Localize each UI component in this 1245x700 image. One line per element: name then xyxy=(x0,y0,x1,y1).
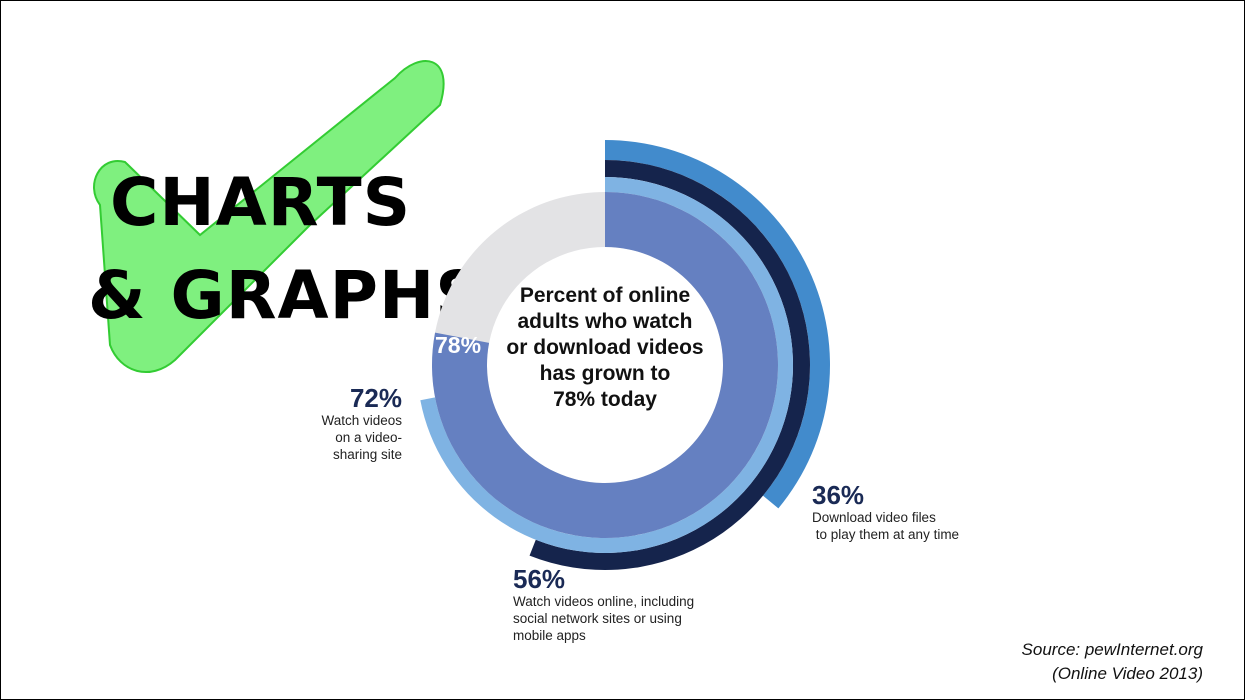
logo-title-line1: CHARTS xyxy=(110,164,411,241)
callout-desc-line: Download video files xyxy=(812,510,936,525)
source-note: Source: pewInternet.org (Online Video 20… xyxy=(1022,638,1203,686)
logo-title-line2: & GRAPHS xyxy=(88,257,484,334)
chart-title-line: has grown to xyxy=(539,362,671,385)
callout-desc-line: to play them at any time xyxy=(812,527,960,542)
ring-bar-78 xyxy=(432,192,778,539)
callout-desc-line: sharing site xyxy=(332,447,402,462)
callout-36: 36% Download video files to play them at… xyxy=(812,481,1002,543)
callout-72: 72% Watch videos on a video- sharing sit… xyxy=(300,384,402,463)
chart-title: Percent of online adults who watch or do… xyxy=(500,283,710,413)
chart-title-line: adults who watch xyxy=(517,310,693,333)
chart-title-line: Percent of online xyxy=(519,284,691,307)
radial-chart xyxy=(420,140,831,570)
callout-56: 56% Watch videos online, including socia… xyxy=(513,565,733,644)
callout-value: 72% xyxy=(349,383,402,413)
callout-value: 36% xyxy=(812,480,865,510)
chart-title-line: or download videos xyxy=(506,336,704,359)
callout-desc-line: on a video- xyxy=(335,430,402,445)
callout-desc-line: mobile apps xyxy=(513,628,586,643)
source-line: Source: pewInternet.org xyxy=(1021,640,1203,659)
source-line: (Online Video 2013) xyxy=(1052,664,1203,683)
callout-desc-line: social network sites or using xyxy=(513,611,682,626)
callout-value: 56% xyxy=(513,564,566,594)
callout-desc-line: Watch videos online, including xyxy=(513,594,695,609)
callout-desc-line: Watch videos xyxy=(321,413,402,428)
checkmark-logo-icon xyxy=(93,60,445,373)
chart-title-line: 78% today xyxy=(553,388,657,411)
inner-ring-value-label: 78% xyxy=(435,332,482,358)
ring-bar-36 xyxy=(605,140,831,509)
